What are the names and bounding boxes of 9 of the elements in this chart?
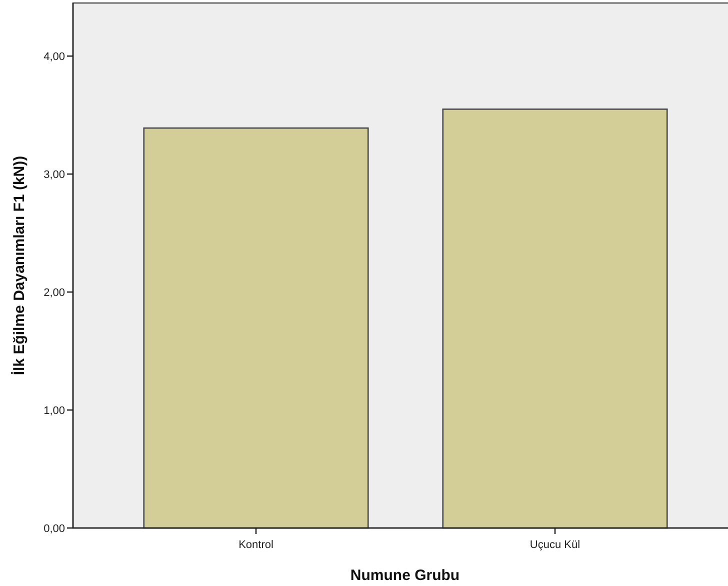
y-tick-label: 4,00 — [44, 50, 65, 63]
y-tick-label: 0,00 — [44, 522, 65, 535]
y-tick-label: 3,00 — [44, 168, 65, 181]
x-tick-label: Kontrol — [238, 539, 274, 551]
y-tick-label: 2,00 — [44, 286, 65, 299]
x-tick-label: Uçucu Kül — [530, 539, 580, 551]
y-tick-label: 1,00 — [44, 404, 65, 417]
x-axis-title: Numune Grubu — [350, 567, 460, 584]
y-axis-title: İlk Eğilme Dayanımları F1 (kN)) — [11, 156, 28, 376]
